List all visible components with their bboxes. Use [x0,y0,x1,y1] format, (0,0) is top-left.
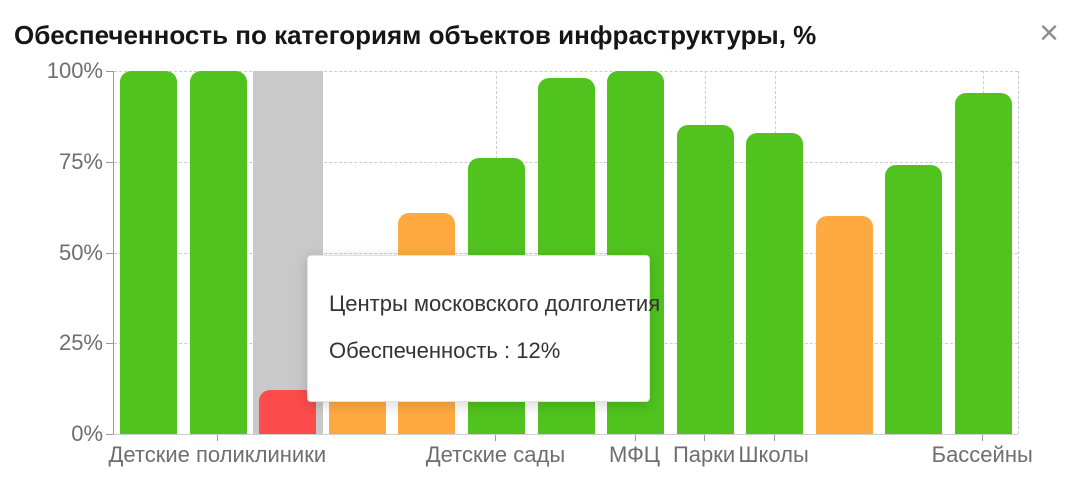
plot-right-edge [1018,71,1019,434]
x-axis-label: Детские сады [425,442,566,467]
bar-2[interactable] [259,390,317,434]
x-axis-tick [217,435,219,441]
x-axis-label: МФЦ [608,442,661,467]
x-axis-tick [982,435,984,441]
tooltip-title: Центры московского долголетия [329,291,661,316]
y-axis-label: 0% [71,421,103,446]
x-axis-tick [495,435,497,441]
y-axis-label: 100% [46,58,103,83]
bar-1[interactable] [189,71,247,434]
bar-10[interactable] [815,216,873,434]
y-axis-label: 75% [58,148,103,174]
y-axis-tick [106,161,113,163]
x-axis-label: Детские поликлиники [108,442,327,467]
y-axis-tick [106,71,113,72]
y-axis-label: 50% [58,239,103,265]
chart-tooltip: Центры московского долголетия Обеспеченн… [307,255,661,402]
y-axis-tick [106,434,113,435]
bar-8[interactable] [676,125,734,434]
close-button[interactable]: × [1031,15,1067,51]
page-title: Обеспеченность по категориям объектов ин… [14,20,817,50]
bar-0[interactable] [120,71,178,434]
x-axis-tick [773,435,775,441]
y-axis-tick [106,252,113,254]
x-axis-label: Бассейны [931,442,1033,467]
x-axis-tick [634,435,636,441]
x-axis-tick [704,435,706,441]
y-axis-tick [106,343,113,345]
x-axis-label: Школы [738,442,809,467]
tooltip-value: Обеспеченность : 12% [329,338,561,363]
x-axis-label: Парки [672,442,736,467]
plot-area [113,71,1019,435]
bar-11[interactable] [885,165,943,434]
close-icon: × [1039,14,1059,52]
y-axis-label: 25% [58,330,103,356]
gridline-horizontal [114,71,1018,72]
bar-12[interactable] [954,92,1012,434]
bar-9[interactable] [746,132,804,434]
